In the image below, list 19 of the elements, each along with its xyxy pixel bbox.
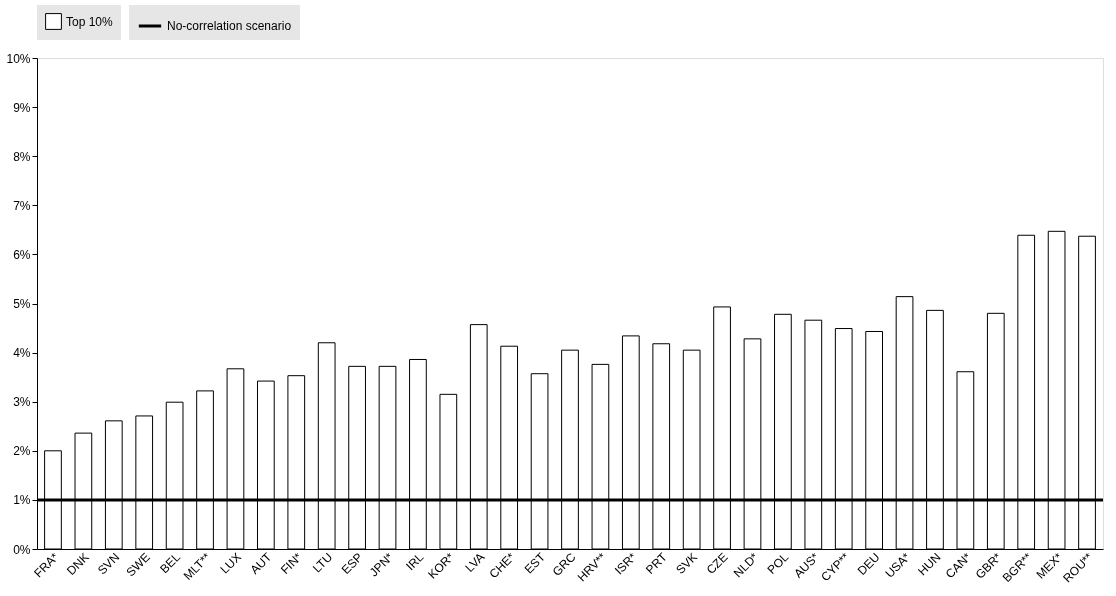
y-tick-label: 2%: [13, 444, 31, 459]
x-tick-label: LVA: [462, 550, 488, 575]
y-tick-label: 1%: [13, 493, 31, 508]
y-tick-label: 9%: [13, 100, 31, 115]
x-tick-label: LTU: [309, 550, 336, 576]
y-tick-label: 10%: [6, 51, 31, 66]
x-tick-label: BEL: [157, 549, 184, 577]
y-tick-label: 6%: [13, 247, 31, 262]
y-tick-label: 4%: [13, 346, 31, 361]
y-tick-label: 3%: [13, 395, 31, 410]
x-tick-label: IRL: [403, 549, 427, 574]
y-tick-label: 7%: [13, 198, 31, 213]
y-tick-label: 0%: [13, 542, 31, 557]
legend-label: Top 10%: [66, 14, 114, 29]
x-tick-label: POL: [764, 549, 792, 577]
y-tick-label: 8%: [13, 149, 31, 164]
legend-label: No-correlation scenario: [167, 19, 292, 33]
x-tick-label: CZE: [703, 550, 731, 577]
y-tick-label: 5%: [13, 297, 31, 311]
